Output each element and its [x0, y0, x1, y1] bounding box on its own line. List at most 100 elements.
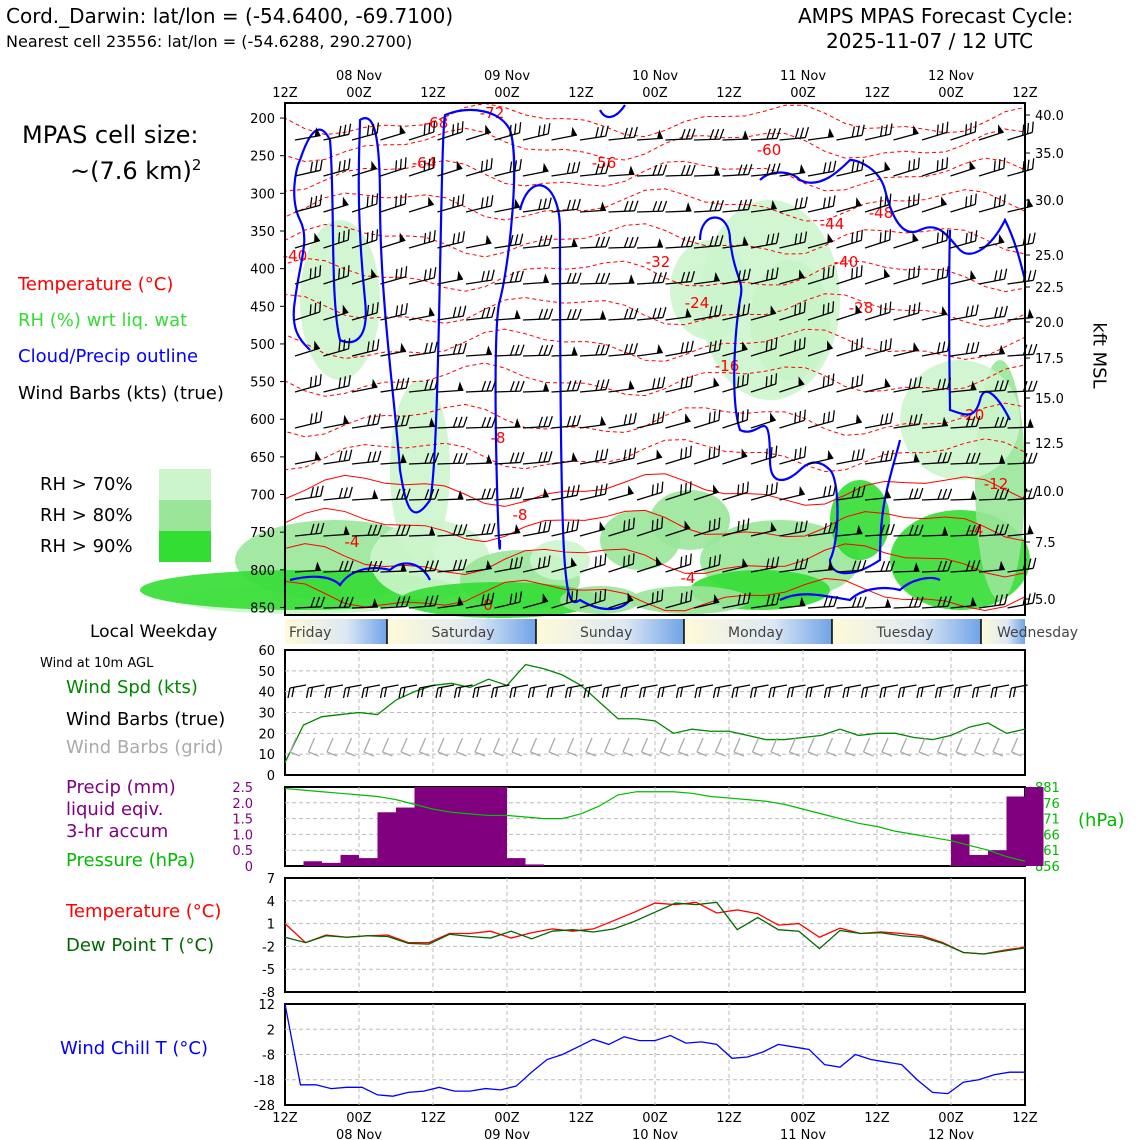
wind-barb [351, 339, 380, 357]
wind-barb [294, 561, 321, 573]
wind-barb-staff [665, 138, 692, 141]
wind-barb [807, 301, 835, 321]
wind-barb-flag [543, 344, 549, 356]
wind-barb-staff [693, 419, 720, 429]
wind-barb-flag [481, 488, 486, 500]
wind-barb-staff [807, 240, 834, 249]
wind-barb [750, 267, 779, 285]
wind-barb [380, 453, 407, 465]
wind-barb-staff [351, 275, 378, 285]
wind10m-tick-label: 10 [258, 748, 275, 763]
wind-barb-flag [548, 197, 552, 209]
barb-flag [326, 751, 338, 757]
wind-barb-staff [1007, 279, 1034, 285]
wind-barb-flag [433, 157, 436, 169]
pressure-label: Pressure (hPa) [66, 850, 196, 871]
wind-barb-flag [652, 201, 658, 212]
barb-staff [418, 737, 427, 753]
wind-barb-flag [827, 411, 831, 423]
wind-barb [893, 265, 920, 285]
wind-barb-pennant [913, 562, 920, 572]
wind-barb-flag [372, 414, 376, 426]
wind-barb-flag [947, 377, 951, 389]
wind-barb-flag [685, 236, 691, 247]
wind-barb [351, 160, 378, 177]
wind-barb-staff [750, 455, 777, 465]
wind-barb-staff [494, 461, 521, 465]
wind-barb-staff [693, 601, 720, 609]
wind-barb-flag [399, 194, 402, 206]
wind-barb-flag [994, 380, 999, 392]
barb-flag [398, 687, 402, 699]
barb-staff [974, 684, 991, 689]
wind-barb-flag [571, 162, 576, 174]
wind-barb-flag [822, 268, 825, 280]
wind-barb-pennant [599, 521, 606, 531]
wind-barb-pennant [941, 416, 948, 427]
pressure-unit: (hPa) [1078, 810, 1125, 831]
barb-flag [698, 686, 702, 698]
wind-barb [807, 340, 833, 357]
wind-barb [921, 488, 953, 501]
dewpoint-label: Dew Point T (°C) [66, 935, 215, 956]
wind-barb-flag [509, 271, 514, 283]
wind-barb-staff [1007, 205, 1033, 213]
wind-barb-flag [794, 559, 799, 570]
wind-barb-flag [656, 412, 660, 424]
barb-flag [900, 751, 911, 757]
wind-barb-flag [856, 560, 862, 571]
barb-flag [548, 751, 560, 757]
wind-barb-flag [319, 194, 323, 206]
barb-flag [291, 686, 295, 698]
wind-barb-flag [884, 339, 888, 351]
barb-flag [990, 687, 994, 699]
legend-rh80: RH > 80% [40, 505, 133, 526]
wind-barb-flag [486, 307, 491, 318]
wind-barb-flag [765, 376, 768, 388]
wind-barb-staff [323, 311, 349, 321]
barb-flag [583, 687, 587, 699]
wind-barb-flag [974, 230, 978, 242]
wind-barb [579, 201, 606, 213]
date-label-top: 11 Nov [780, 69, 826, 84]
wind-barb [551, 589, 578, 609]
wind-barb-staff [294, 347, 321, 357]
wind-barb-staff [636, 491, 663, 501]
wind-barb-staff [437, 167, 463, 177]
legend-rh90: RH > 90% [40, 536, 133, 557]
wind-barb-flag [424, 452, 430, 464]
precip-bar [470, 787, 489, 866]
temperature-contour [284, 543, 1026, 578]
wind-barb-staff [950, 203, 976, 213]
wind-barb-flag [377, 560, 383, 572]
wind-barb-flag [595, 273, 601, 284]
wind-barb-pennant [1027, 418, 1034, 428]
wind-barb-staff [893, 349, 919, 357]
wind-barb-flag [879, 340, 883, 352]
wind-barb-flag [338, 487, 343, 499]
wind-barb [636, 411, 665, 429]
wind-barb [693, 199, 724, 213]
wind-barb-pennant [399, 232, 406, 243]
wind-barb-flag [651, 592, 654, 604]
wind-barb-pennant [428, 526, 435, 536]
wind-barb [636, 271, 667, 285]
wind-barb-flag [690, 235, 696, 247]
wind-barb-flag [994, 270, 998, 282]
wind-barb [693, 128, 725, 141]
wind-barb-flag [400, 267, 403, 279]
wind-barb [351, 302, 379, 321]
wind-barb-staff [1007, 131, 1033, 141]
wind-barb [950, 559, 981, 573]
barb-flag [550, 686, 554, 698]
wind-barb [921, 157, 949, 177]
wind-barb-flag [885, 560, 891, 572]
wind-barb [522, 520, 552, 537]
wind10m-tick-label: 60 [258, 644, 275, 659]
wind-barb-staff [950, 351, 977, 357]
wind-barb-staff [750, 137, 777, 141]
wind10m-barb-true [546, 684, 566, 699]
wind-barb-flag [719, 199, 724, 211]
wind-barb [978, 593, 1008, 609]
wind-barb-staff [351, 386, 378, 393]
